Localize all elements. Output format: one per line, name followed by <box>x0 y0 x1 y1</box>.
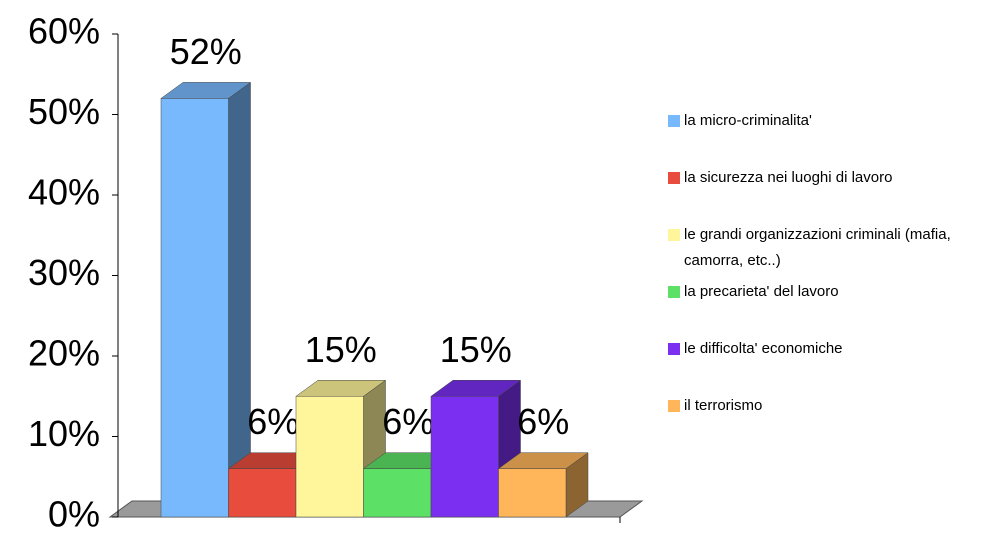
y-tick-label: 0% <box>48 494 100 533</box>
bar <box>363 468 432 518</box>
legend-label: le grandi organizzazioni criminali (mafi… <box>684 226 951 269</box>
bar <box>160 98 229 518</box>
value-label: 6% <box>382 401 434 442</box>
legend-item: la micro-criminalita' <box>668 108 978 134</box>
bar <box>228 468 297 518</box>
value-label: 15% <box>440 329 512 370</box>
legend-item: la sicurezza nei luoghi di lavoro <box>668 165 978 191</box>
legend-swatch <box>668 286 680 298</box>
y-tick-label: 40% <box>28 172 100 213</box>
legend-swatch <box>668 172 680 184</box>
value-label: 52% <box>170 31 242 72</box>
bar <box>295 396 364 518</box>
y-tick-label: 20% <box>28 333 100 374</box>
legend-swatch <box>668 229 680 241</box>
value-label: 6% <box>517 401 569 442</box>
legend-label: le difficolta' economiche <box>684 340 843 357</box>
bar-side <box>228 81 251 518</box>
bar <box>430 396 499 518</box>
bar <box>498 468 567 518</box>
value-label: 15% <box>305 329 377 370</box>
y-tick-label: 60% <box>28 11 100 52</box>
legend-item: le grandi organizzazioni criminali (mafi… <box>668 222 978 274</box>
legend-label: il terrorismo <box>684 397 763 414</box>
legend-swatch <box>668 115 680 127</box>
legend-label: la sicurezza nei luoghi di lavoro <box>684 169 893 186</box>
legend-item: le difficolta' economiche <box>668 336 978 362</box>
legend-item: il terrorismo <box>668 393 978 419</box>
legend-item: la precarieta' del lavoro <box>668 279 978 305</box>
y-tick-label: 30% <box>28 252 100 293</box>
legend-swatch <box>668 343 680 355</box>
value-label: 6% <box>247 401 299 442</box>
legend-label: la micro-criminalita' <box>684 112 812 129</box>
legend-swatch <box>668 400 680 412</box>
y-tick-label: 10% <box>28 413 100 454</box>
legend-label: la precarieta' del lavoro <box>684 283 839 300</box>
y-tick-label: 50% <box>28 91 100 132</box>
